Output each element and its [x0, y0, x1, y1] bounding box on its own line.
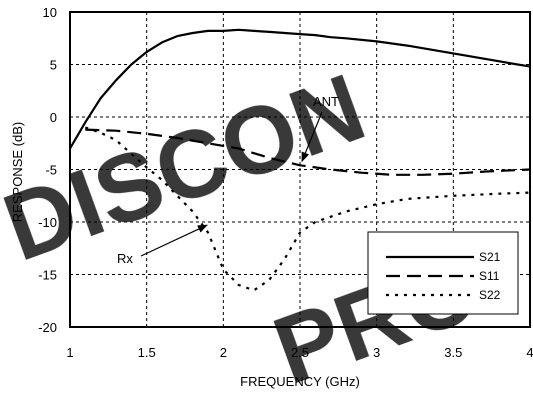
series-layer: [69, 28, 531, 292]
watermark: DISCON PRO: [0, 53, 493, 395]
annotation-arrow-ant: [301, 111, 323, 163]
y-tick-label: -5: [45, 163, 57, 178]
y-tick-label: 10: [43, 5, 57, 20]
legend-box: [367, 231, 519, 315]
annotations: ANT Rx: [117, 94, 339, 266]
x-tick-label: 3: [373, 345, 380, 360]
annotation-rx: Rx: [117, 251, 133, 266]
y-tick-label: 5: [50, 58, 57, 73]
plot-frame: [69, 11, 531, 328]
x-tick-label: 2: [220, 345, 227, 360]
x-tick-label: 3.5: [444, 345, 462, 360]
legend-label-s11: S11: [479, 269, 500, 283]
y-axis-title: RESPONSE (dB): [10, 122, 25, 222]
y-tick-label: -15: [38, 268, 57, 283]
legend-label-s21: S21: [479, 250, 501, 264]
series-line-s21: [69, 28, 531, 150]
x-tick-label: 2.5: [291, 345, 309, 360]
x-tick-label: 1.5: [138, 345, 156, 360]
series-line-s22: [84, 126, 531, 292]
y-tick-label: 0: [50, 110, 57, 125]
y-tick-label: -10: [38, 215, 57, 230]
annotation-arrow-rx: [140, 224, 208, 257]
annotation-ant: ANT: [313, 94, 339, 109]
grid: [70, 12, 530, 327]
x-tick-label: 4: [526, 345, 533, 360]
y-tick-label: -20: [38, 320, 57, 335]
series-line-s11: [85, 128, 531, 176]
x-axis-title: FREQUENCY (GHz): [240, 374, 360, 389]
tick-labels: 1 1.5 2 2.5 3 3.5 4 10 5 0 -5 -10 -15 -20: [38, 5, 533, 360]
x-tick-label: 1: [66, 345, 73, 360]
legend-label-s22: S22: [479, 288, 501, 302]
legend: S21 S11 S22: [367, 231, 519, 315]
